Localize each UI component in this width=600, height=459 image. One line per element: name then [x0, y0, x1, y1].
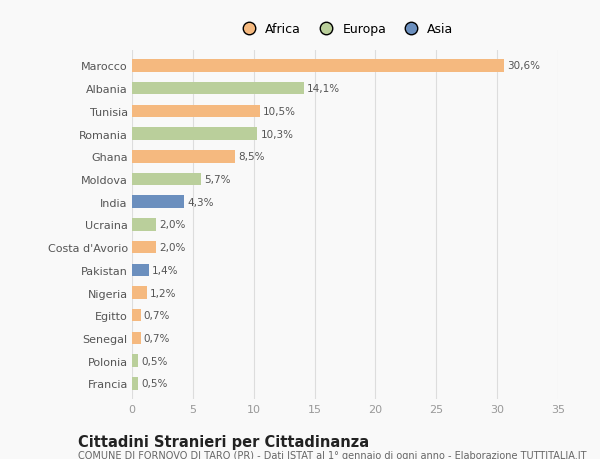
Bar	[132, 355, 138, 367]
Text: 14,1%: 14,1%	[307, 84, 340, 94]
Text: 10,5%: 10,5%	[263, 106, 296, 117]
Text: 10,3%: 10,3%	[260, 129, 293, 139]
Text: 0,7%: 0,7%	[143, 333, 170, 343]
Text: 5,7%: 5,7%	[205, 174, 231, 185]
Text: 0,5%: 0,5%	[141, 379, 167, 388]
Text: 8,5%: 8,5%	[239, 152, 265, 162]
Bar	[132, 174, 202, 186]
Legend: Africa, Europa, Asia: Africa, Europa, Asia	[232, 18, 458, 41]
Text: 1,2%: 1,2%	[149, 288, 176, 298]
Bar	[132, 151, 235, 163]
Text: 30,6%: 30,6%	[508, 62, 541, 71]
Bar	[132, 264, 149, 276]
Bar	[132, 83, 304, 95]
Text: 0,5%: 0,5%	[141, 356, 167, 366]
Text: COMUNE DI FORNOVO DI TARO (PR) - Dati ISTAT al 1° gennaio di ogni anno - Elabora: COMUNE DI FORNOVO DI TARO (PR) - Dati IS…	[78, 450, 587, 459]
Bar	[132, 60, 505, 73]
Text: Cittadini Stranieri per Cittadinanza: Cittadini Stranieri per Cittadinanza	[78, 434, 369, 449]
Text: 0,7%: 0,7%	[143, 311, 170, 320]
Bar	[132, 218, 157, 231]
Bar	[132, 196, 184, 208]
Text: 4,3%: 4,3%	[187, 197, 214, 207]
Bar	[132, 128, 257, 140]
Text: 2,0%: 2,0%	[160, 220, 186, 230]
Text: 1,4%: 1,4%	[152, 265, 179, 275]
Bar	[132, 332, 140, 344]
Bar	[132, 241, 157, 254]
Bar	[132, 106, 260, 118]
Text: 2,0%: 2,0%	[160, 242, 186, 252]
Bar	[132, 309, 140, 322]
Bar	[132, 377, 138, 390]
Bar	[132, 286, 146, 299]
